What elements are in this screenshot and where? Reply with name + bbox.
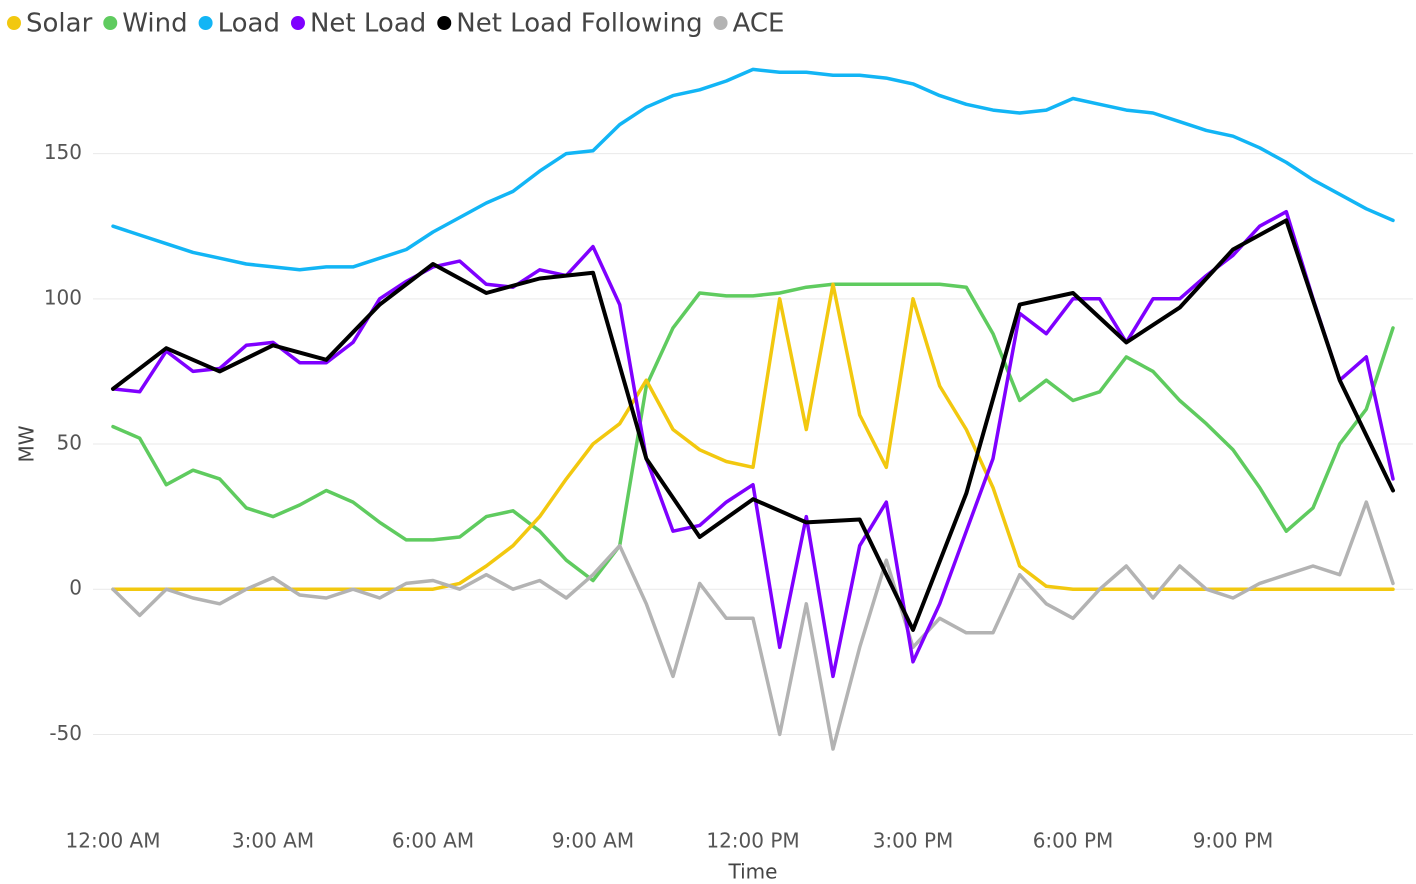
series-line [111, 282, 1395, 591]
x-tick-label: 9:00 PM [1193, 829, 1274, 853]
legend-label: Net Load Following [456, 9, 702, 39]
x-tick-label: 3:00 PM [873, 829, 954, 853]
y-tick-label: 0 [69, 576, 82, 600]
x-axis-title: Time [728, 860, 778, 884]
legend-label: Net Load [310, 9, 426, 39]
legend-marker [198, 16, 213, 30]
series-line [111, 67, 1395, 272]
x-tick-label: 12:00 AM [66, 829, 161, 853]
series-line [111, 209, 1395, 679]
series-line [111, 500, 1395, 751]
legend-label: Wind [122, 9, 187, 39]
legend-marker [290, 16, 305, 30]
series-line [111, 282, 1395, 583]
x-tick-label: 9:00 AM [552, 829, 634, 853]
y-axis-title: MW [15, 425, 39, 462]
x-tick-label: 3:00 AM [232, 829, 314, 853]
x-tick-label: 6:00 PM [1033, 829, 1114, 853]
legend-label: ACE [733, 9, 785, 39]
y-tick-label: 50 [57, 431, 82, 455]
legend-label: Load [218, 9, 280, 39]
legend-marker [7, 16, 21, 30]
y-tick-label: 100 [44, 285, 82, 309]
legend-marker [103, 16, 118, 30]
legend-label: Solar [26, 9, 93, 39]
x-tick-label: 6:00 AM [392, 829, 474, 853]
legend-marker [437, 16, 452, 30]
y-tick-label: 150 [44, 140, 82, 164]
x-tick-label: 12:00 PM [706, 829, 799, 853]
legend-marker [713, 16, 728, 30]
y-tick-label: -50 [49, 721, 82, 745]
series-line [111, 218, 1395, 632]
